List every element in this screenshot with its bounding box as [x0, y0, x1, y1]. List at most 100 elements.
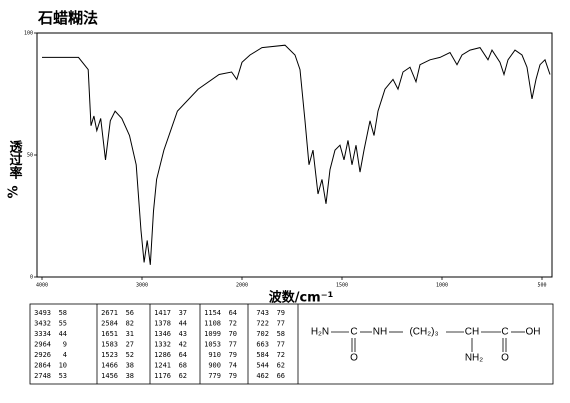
- peak-wavenumber: 1241: [154, 362, 171, 370]
- structure: H₂N C O NH (CH₂)₃ CH NH₂ C O OH: [311, 327, 541, 364]
- peak-transmittance: 52: [126, 351, 134, 359]
- y-tick-label: 50: [27, 153, 33, 159]
- peak-transmittance: 42: [179, 341, 187, 349]
- structure-atom: OH: [526, 327, 541, 338]
- structure-atom: NH₂: [465, 353, 483, 364]
- peak-wavenumber: 1523: [101, 351, 118, 359]
- peak-wavenumber: 1176: [154, 372, 171, 380]
- peak-wavenumber: 722: [256, 320, 269, 328]
- peak-transmittance: 31: [126, 330, 134, 338]
- peak-wavenumber: 3493: [34, 309, 51, 317]
- peak-transmittance: 82: [126, 320, 134, 328]
- peak-transmittance: 74: [229, 362, 237, 370]
- peak-transmittance: 70: [229, 330, 237, 338]
- peak-wavenumber: 1417: [154, 309, 171, 317]
- peak-transmittance: 43: [179, 330, 187, 338]
- peak-transmittance: 55: [59, 320, 67, 328]
- peak-wavenumber: 1583: [101, 341, 118, 349]
- structure-atom: O: [501, 353, 509, 364]
- peak-transmittance: 58: [59, 309, 67, 317]
- peak-transmittance: 64: [179, 351, 187, 359]
- peak-transmittance: 44: [179, 320, 187, 328]
- structure-atom: (CH₂)₃: [409, 327, 438, 338]
- peak-wavenumber: 544: [256, 362, 269, 370]
- peak-transmittance: 53: [59, 372, 67, 380]
- peak-wavenumber: 1108: [204, 320, 221, 328]
- peak-wavenumber: 663: [256, 341, 269, 349]
- peak-wavenumber: 1466: [101, 362, 118, 370]
- peak-wavenumber: 702: [256, 330, 269, 338]
- peak-transmittance: 77: [277, 320, 285, 328]
- peak-wavenumber: 2748: [34, 372, 51, 380]
- peak-transmittance: 37: [179, 309, 187, 317]
- peak-transmittance: 79: [229, 372, 237, 380]
- x-tick-label: 2000: [236, 283, 248, 289]
- plot-frame: [36, 32, 553, 278]
- peak-transmittance: 72: [229, 320, 237, 328]
- peak-transmittance: 27: [126, 341, 134, 349]
- y-tick-label: 0: [30, 275, 33, 281]
- peak-transmittance: 77: [229, 341, 237, 349]
- peak-wavenumber: 1053: [204, 341, 221, 349]
- y-axis-unit: %: [7, 185, 22, 198]
- peak-wavenumber: 1346: [154, 330, 171, 338]
- peak-wavenumber: 1378: [154, 320, 171, 328]
- x-tick-label: 1000: [436, 283, 448, 289]
- peak-transmittance: 72: [277, 351, 285, 359]
- peak-transmittance: 77: [277, 341, 285, 349]
- peak-wavenumber: 2864: [34, 362, 51, 370]
- structure-atom: NH: [373, 327, 387, 338]
- x-tick-label: 4000: [36, 283, 48, 289]
- spectrum-line: [42, 44, 551, 265]
- peak-transmittance: 62: [179, 372, 187, 380]
- peak-transmittance: 79: [229, 351, 237, 359]
- peak-transmittance: 64: [229, 309, 237, 317]
- peak-transmittance: 9: [63, 341, 67, 349]
- peak-wavenumber: 2671: [101, 309, 118, 317]
- peak-transmittance: 4: [63, 351, 67, 359]
- peak-wavenumber: 3334: [34, 330, 51, 338]
- y-axis-label: 透过率: [7, 140, 23, 180]
- peak-wavenumber: 743: [256, 309, 269, 317]
- x-tick-label: 3000: [136, 283, 148, 289]
- peak-transmittance: 10: [59, 362, 67, 370]
- x-tick-label: 500: [537, 283, 546, 289]
- peak-wavenumber: 2584: [101, 320, 118, 328]
- peak-transmittance: 68: [179, 362, 187, 370]
- peak-wavenumber: 1456: [101, 372, 118, 380]
- x-tick-label: 1500: [336, 283, 348, 289]
- peak-transmittance: 62: [277, 362, 285, 370]
- y-tick-label: 100: [24, 31, 33, 37]
- structure-atom: C: [501, 327, 508, 338]
- peak-transmittance: 56: [126, 309, 134, 317]
- peak-wavenumber: 1099: [204, 330, 221, 338]
- peak-wavenumber: 900: [208, 362, 221, 370]
- peak-transmittance: 66: [277, 372, 285, 380]
- structure-atom: C: [350, 327, 357, 338]
- peak-wavenumber: 779: [208, 372, 221, 380]
- peak-wavenumber: 1154: [204, 309, 221, 317]
- peak-wavenumber: 3432: [34, 320, 51, 328]
- x-axis-label: 波数/cm⁻¹: [269, 290, 334, 306]
- peak-wavenumber: 462: [256, 372, 269, 380]
- structure-atom: H₂N: [311, 327, 329, 338]
- peak-table: 3493 58 3432 55 3334 44 2964 9 2926 4 2864 10 2748 53…: [34, 304, 299, 384]
- structure-atom: O: [350, 353, 358, 364]
- peak-wavenumber: 1651: [101, 330, 118, 338]
- peak-transmittance: 79: [277, 309, 285, 317]
- peak-wavenumber: 1332: [154, 341, 171, 349]
- peak-transmittance: 38: [126, 372, 134, 380]
- peak-transmittance: 58: [277, 330, 285, 338]
- y-axis-label-group: 透过率%: [7, 140, 23, 199]
- peak-table-frame: [29, 303, 554, 385]
- peak-wavenumber: 584: [256, 351, 269, 359]
- peak-wavenumber: 2926: [34, 351, 51, 359]
- structure-atom: CH: [465, 327, 479, 338]
- peak-transmittance: 38: [126, 362, 134, 370]
- chart-title: 石蜡糊法: [37, 9, 98, 27]
- peak-wavenumber: 1286: [154, 351, 171, 359]
- peak-wavenumber: 2964: [34, 341, 51, 349]
- peak-wavenumber: 910: [208, 351, 221, 359]
- peak-transmittance: 44: [59, 330, 67, 338]
